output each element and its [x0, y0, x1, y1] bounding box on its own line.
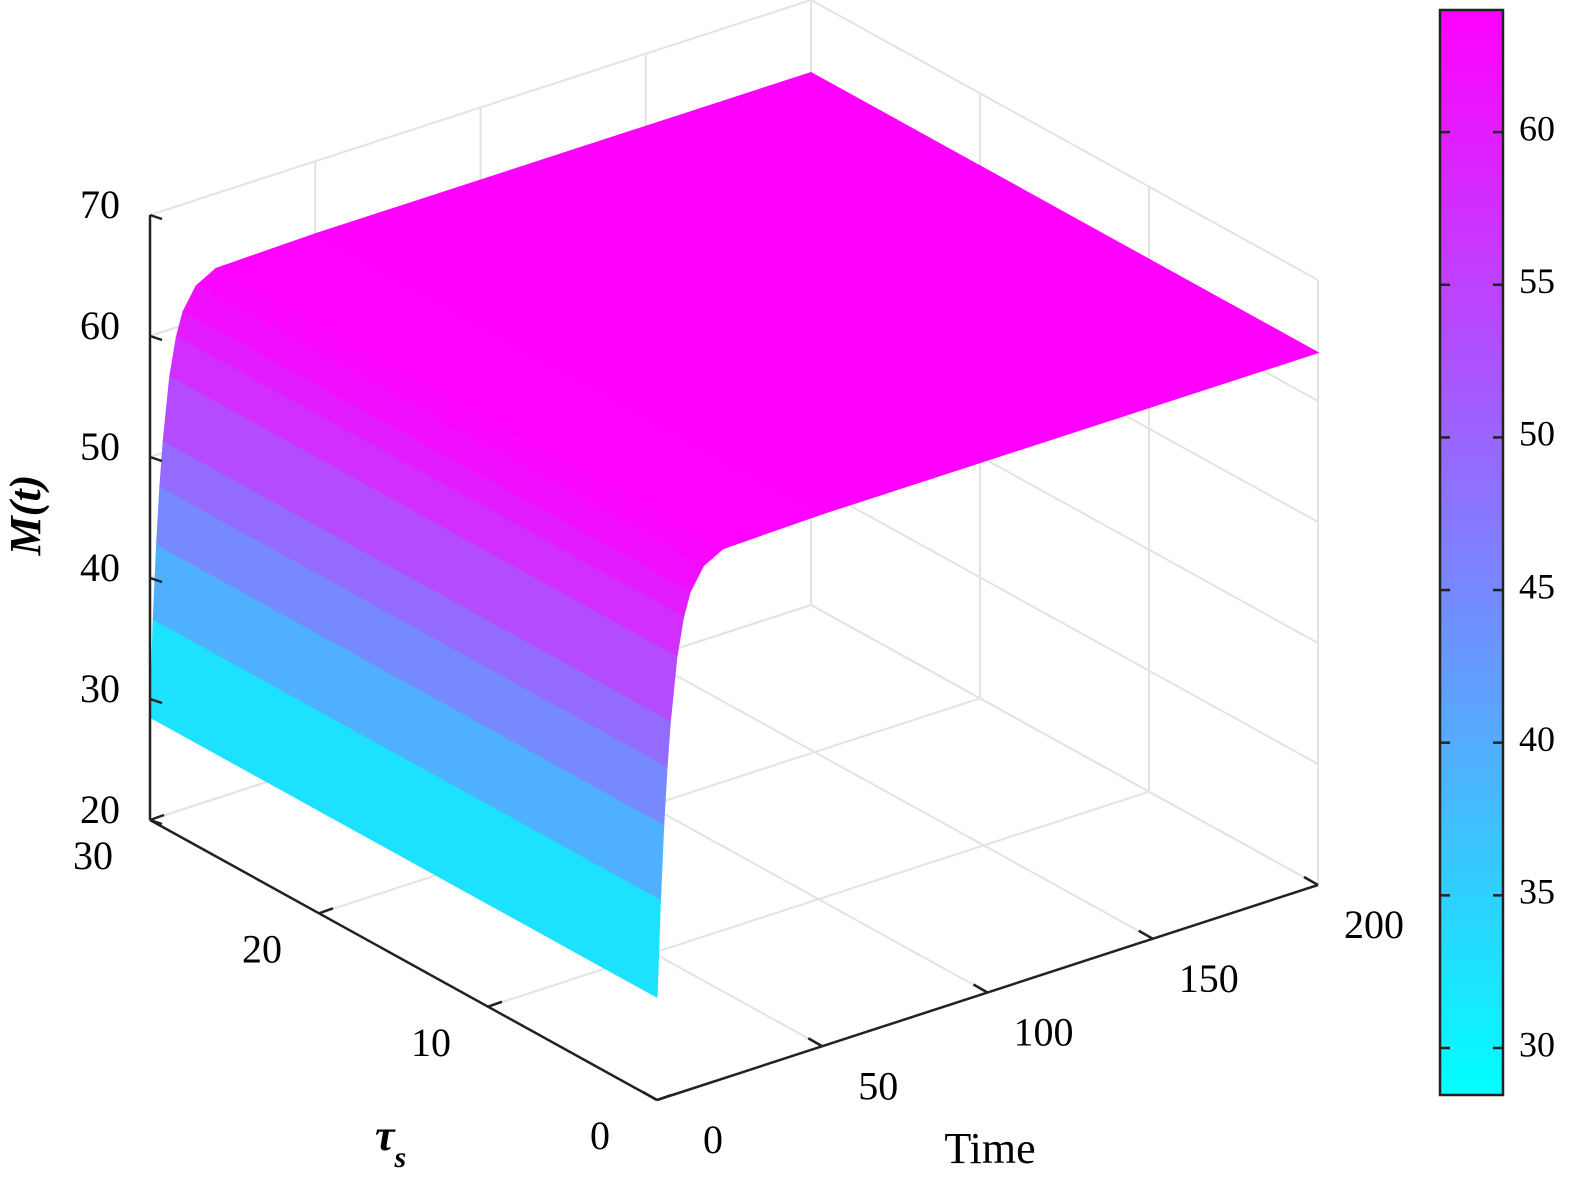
colorbar: 30 35 40 45 50 55 60	[1438, 8, 1555, 1097]
y-axis-label: τs	[375, 1111, 406, 1174]
z-tick	[149, 818, 163, 826]
colorbar-tick-label: 60	[1519, 108, 1555, 148]
x-tick	[1138, 929, 1154, 940]
x-tick-label: 200	[1344, 902, 1404, 947]
surface	[149, 71, 1320, 999]
colorbar-tick-label: 55	[1519, 261, 1555, 301]
y-axis-label-main: τ	[375, 1111, 396, 1160]
y-tick	[149, 813, 165, 822]
grid-line	[645, 657, 1154, 940]
x-tick-label: 0	[703, 1117, 723, 1162]
y-tick	[656, 1093, 672, 1102]
z-tick	[149, 576, 163, 584]
y-tick-label: 30	[73, 833, 113, 878]
z-axis-label: M(t)	[1, 475, 50, 557]
z-tick-label: 30	[80, 666, 120, 711]
colorbar-tick-label: 50	[1519, 414, 1555, 454]
colorbar-tick-label: 40	[1519, 719, 1555, 759]
y-tick	[318, 907, 334, 915]
x-axis-label: Time	[944, 1124, 1035, 1173]
z-tick	[149, 455, 163, 463]
colorbar-gradient	[1438, 8, 1505, 1097]
z-tick-label: 40	[80, 545, 120, 590]
grid-line	[487, 790, 1150, 1008]
colorbar-tick-label: 45	[1519, 566, 1555, 606]
z-tick-label: 60	[80, 303, 120, 348]
x-tick	[642, 1090, 658, 1102]
grid-line	[810, 483, 1319, 765]
z-tick	[149, 334, 163, 342]
colorbar-tick-label: 30	[1519, 1024, 1555, 1064]
grid-line	[810, 0, 1319, 281]
z-tick-label: 50	[80, 424, 120, 469]
y-axis	[149, 818, 658, 1102]
y-tick-label: 20	[242, 927, 282, 972]
z-tick-label: 70	[80, 182, 120, 227]
x-tick-label: 100	[1014, 1010, 1074, 1055]
x-tick	[972, 983, 989, 994]
x-tick	[1303, 875, 1319, 887]
y-axis-label-sub: s	[394, 1141, 407, 1174]
y-tick-label: 0	[590, 1113, 610, 1158]
z-tick-label: 20	[80, 787, 120, 832]
x-tick	[807, 1037, 823, 1048]
x-tick-label: 150	[1179, 956, 1239, 1001]
grid-line	[810, 604, 1319, 886]
y-tick	[487, 1000, 503, 1008]
y-tick-label: 10	[411, 1020, 451, 1065]
z-tick	[149, 697, 163, 705]
colorbar-tick-label: 35	[1519, 872, 1555, 912]
x-tick-label: 50	[858, 1063, 898, 1108]
z-tick	[149, 213, 163, 221]
surface-patch	[571, 852, 661, 999]
